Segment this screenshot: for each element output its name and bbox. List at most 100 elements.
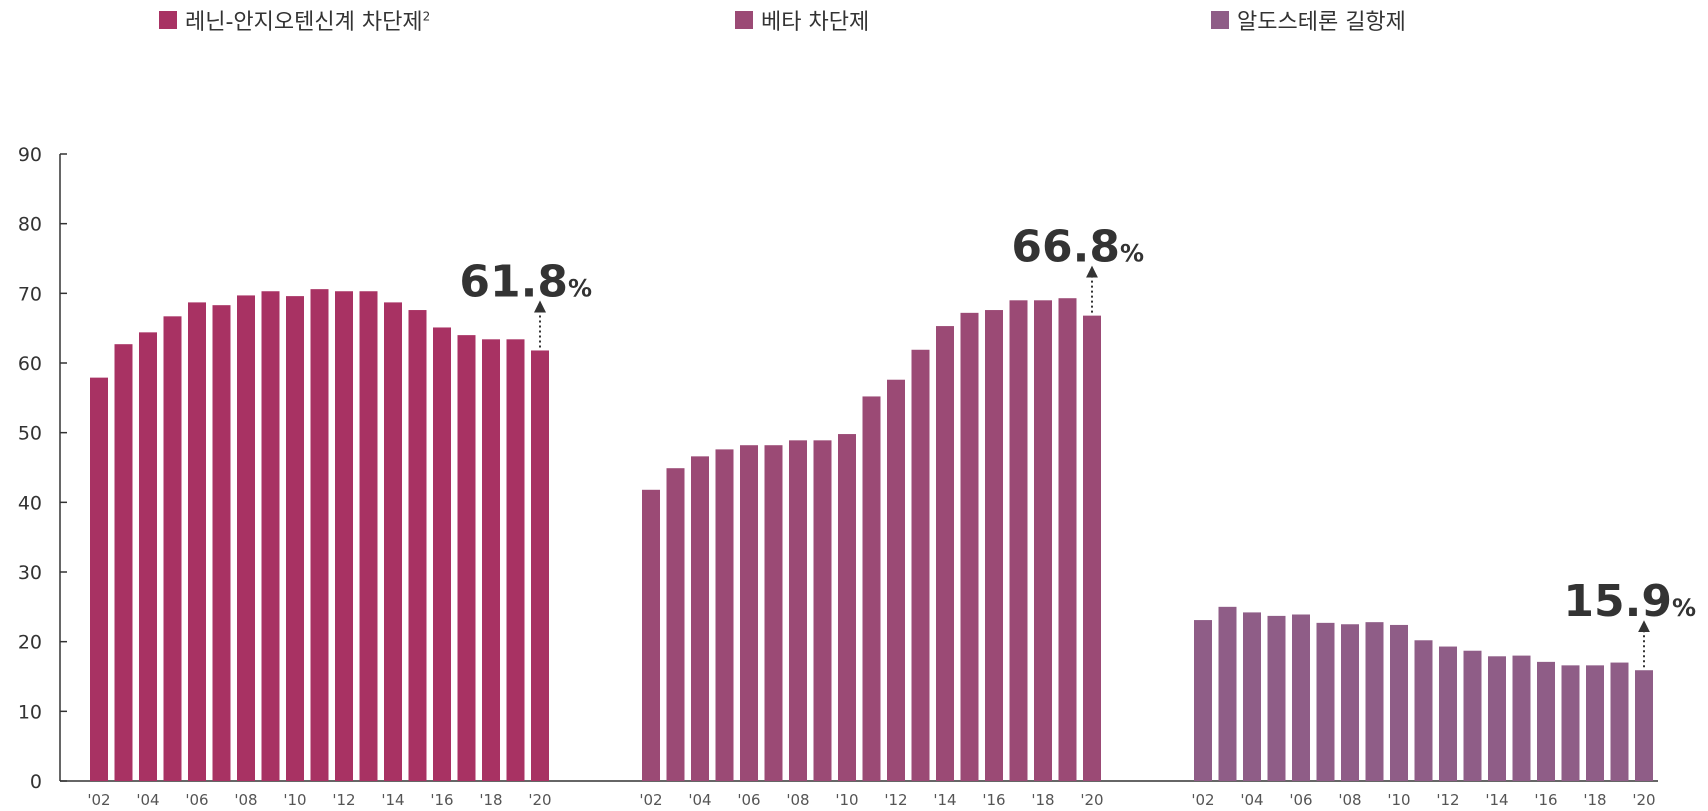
- y-tick-label-0: 0: [30, 771, 42, 793]
- bar-s2-9: [862, 396, 881, 781]
- x-tick-label-s3-14: '16: [1534, 791, 1557, 809]
- bar-s3-10: [1439, 646, 1457, 781]
- legend-swatch-1: [159, 11, 177, 29]
- bar-s3-9: [1414, 640, 1433, 781]
- bar-s2-18: [1083, 315, 1101, 781]
- bar-s3-1: [1218, 606, 1237, 781]
- y-tick-label-40: 40: [18, 492, 42, 514]
- bar-s1-0: [90, 377, 108, 781]
- bar-s1-11: [359, 291, 378, 781]
- bar-s2-12: [936, 326, 954, 781]
- x-tick-label-s2-16: '18: [1031, 791, 1054, 809]
- legend-swatch-2: [735, 11, 753, 29]
- bar-s3-17: [1610, 662, 1629, 781]
- bar-s1-12: [384, 302, 402, 781]
- bar-s2-16: [1034, 300, 1052, 781]
- y-tick-label-70: 70: [18, 283, 42, 305]
- legend-item-3: 알도스테론 길항제: [1211, 4, 1406, 36]
- bar-s2-7: [813, 440, 832, 781]
- y-tick-label-10: 10: [18, 701, 42, 723]
- x-tick-label-s1-2: '04: [136, 791, 159, 809]
- x-tick-label-s2-14: '16: [982, 791, 1005, 809]
- bar-s1-18: [531, 350, 549, 781]
- y-tick-label-50: 50: [18, 423, 42, 445]
- bar-s3-0: [1194, 620, 1212, 781]
- x-tick-label-s1-6: '08: [234, 791, 257, 809]
- bar-s3-18: [1635, 670, 1653, 781]
- x-tick-label-s2-4: '06: [737, 791, 760, 809]
- bar-s1-3: [163, 316, 182, 781]
- x-tick-label-s3-16: '18: [1583, 791, 1606, 809]
- bar-s2-13: [960, 312, 979, 781]
- x-tick-label-s3-4: '06: [1289, 791, 1312, 809]
- bar-s3-5: [1316, 622, 1335, 781]
- bar-s2-15: [1009, 300, 1028, 781]
- x-tick-label-s1-18: '20: [528, 791, 551, 809]
- x-tick-label-s2-2: '04: [688, 791, 711, 809]
- final-value-label-s3: 15.9%: [1563, 576, 1696, 627]
- bar-s2-1: [666, 468, 685, 781]
- x-tick-label-s3-10: '12: [1436, 791, 1459, 809]
- x-tick-label-s3-18: '20: [1632, 791, 1655, 809]
- bar-s1-10: [335, 291, 353, 781]
- x-tick-label-s2-0: '02: [639, 791, 662, 809]
- x-tick-label-s3-6: '08: [1338, 791, 1361, 809]
- final-value-label-s2: 66.8%: [1011, 222, 1144, 273]
- bar-s1-1: [114, 344, 133, 781]
- bar-s2-11: [911, 349, 930, 781]
- bar-s1-9: [310, 289, 329, 781]
- x-tick-label-s2-12: '14: [933, 791, 956, 809]
- bar-s2-3: [715, 449, 734, 781]
- x-tick-label-s2-10: '12: [884, 791, 907, 809]
- bar-s1-14: [433, 327, 451, 781]
- bar-s3-11: [1463, 650, 1482, 781]
- bar-s1-16: [482, 339, 500, 781]
- x-tick-label-s1-12: '14: [381, 791, 404, 809]
- bar-s2-17: [1058, 298, 1077, 781]
- bar-s3-2: [1243, 612, 1261, 781]
- bar-s1-8: [286, 296, 304, 781]
- x-tick-label-s1-10: '12: [332, 791, 355, 809]
- bar-s2-2: [691, 456, 709, 781]
- y-tick-label-90: 90: [18, 144, 42, 166]
- x-tick-label-s1-4: '06: [185, 791, 208, 809]
- y-tick-label-20: 20: [18, 632, 42, 654]
- bar-s3-12: [1488, 656, 1506, 781]
- bar-s3-6: [1341, 624, 1359, 781]
- legend-item-1: 레닌-안지오텐신계 차단제2: [159, 4, 430, 36]
- legend-label-1: 레닌-안지오텐신계 차단제: [185, 10, 423, 35]
- bar-s3-7: [1365, 622, 1384, 781]
- y-tick-label-30: 30: [18, 562, 42, 584]
- x-tick-label-s2-18: '20: [1080, 791, 1103, 809]
- bar-s1-15: [457, 335, 476, 781]
- bar-s3-3: [1267, 615, 1286, 781]
- legend-label-2: 베타 차단제: [761, 10, 870, 35]
- legend-label-3: 알도스테론 길항제: [1237, 10, 1406, 35]
- x-tick-label-s1-8: '10: [283, 791, 306, 809]
- bar-s2-14: [985, 310, 1003, 781]
- bar-s3-8: [1390, 624, 1408, 781]
- bar-s1-17: [506, 339, 525, 781]
- bar-s3-16: [1586, 665, 1604, 781]
- x-tick-label-s3-12: '14: [1485, 791, 1508, 809]
- bar-s3-15: [1561, 665, 1580, 781]
- bar-s1-6: [237, 295, 255, 781]
- bar-s1-2: [139, 332, 157, 781]
- bar-s2-8: [838, 434, 856, 781]
- legend-swatch-3: [1211, 11, 1229, 29]
- legend-label-1-superscript: 2: [422, 9, 431, 24]
- x-tick-label-s1-16: '18: [479, 791, 502, 809]
- bar-s2-0: [642, 489, 660, 781]
- x-tick-label-s1-14: '16: [430, 791, 453, 809]
- bar-s3-13: [1512, 655, 1531, 781]
- bar-s1-4: [188, 302, 206, 781]
- x-tick-label-s2-8: '10: [835, 791, 858, 809]
- bar-s3-4: [1292, 614, 1310, 781]
- x-tick-label-s3-8: '10: [1387, 791, 1410, 809]
- y-tick-label-80: 80: [18, 214, 42, 236]
- bar-s2-6: [789, 440, 807, 781]
- bar-s2-10: [887, 379, 905, 781]
- x-tick-label-s3-0: '02: [1191, 791, 1214, 809]
